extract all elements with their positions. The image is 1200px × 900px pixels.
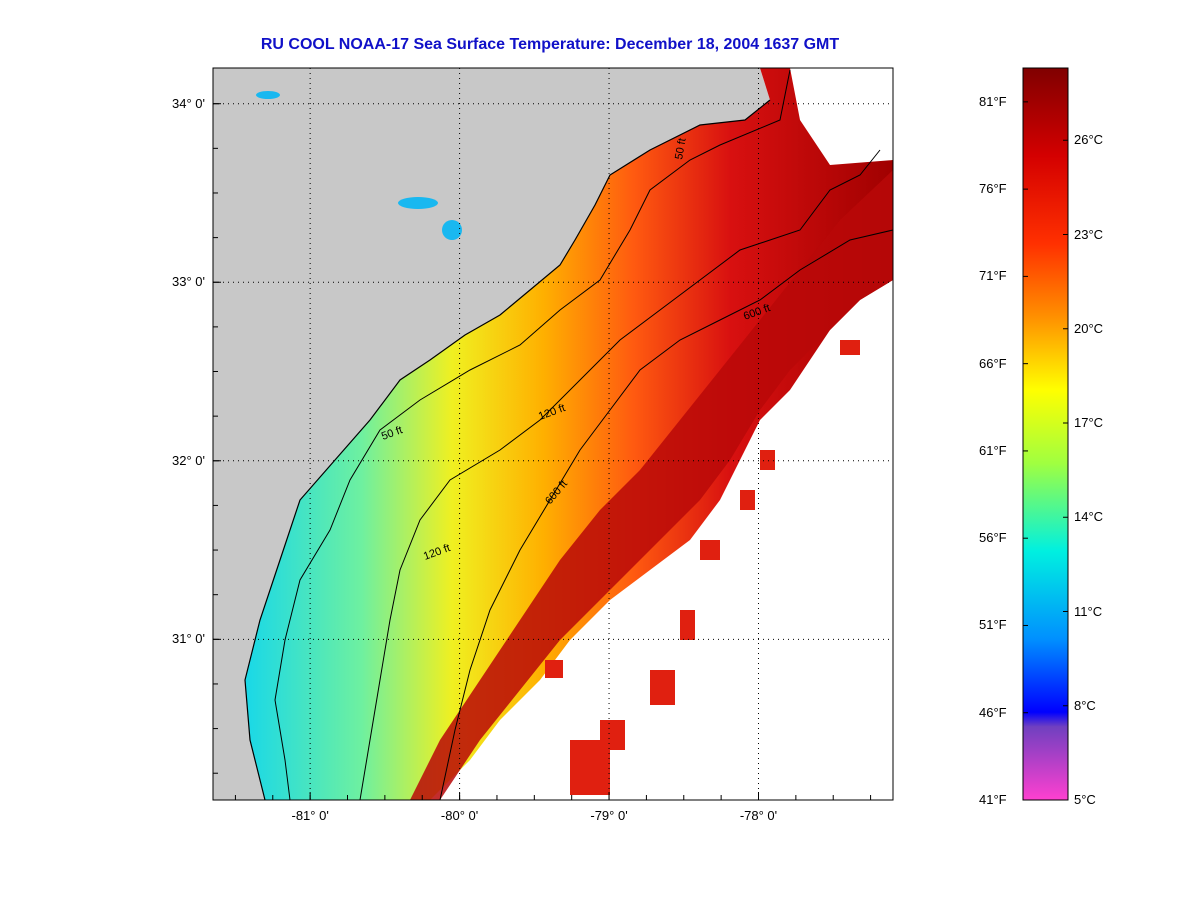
colorbar-ticks	[1023, 101, 1068, 801]
contour-120ft	[359, 149, 881, 800]
gulf-stream	[410, 170, 893, 800]
colorbar-f-label: 71°F	[979, 268, 1007, 284]
lon-label: -81° 0'	[291, 808, 329, 823]
colorbar-c-label: 17°C	[1074, 415, 1104, 430]
offshore-patches	[545, 340, 860, 795]
colorbar-c-label: 5°C	[1074, 792, 1096, 807]
colorbar-c-label: 26°C	[1074, 132, 1104, 148]
colorbar-c-label: 8°C	[1074, 697, 1096, 713]
depth-contours	[274, 69, 893, 800]
colorbar-f-label: 76°F	[979, 181, 1007, 197]
colorbar-f-label: 41°F	[979, 792, 1007, 807]
lat-label: 33° 0'	[172, 274, 205, 290]
colorbar-f-label: 81°F	[979, 93, 1007, 109]
colorbar-c-label: 20°C	[1074, 320, 1104, 336]
lat-label: 31° 0'	[172, 631, 205, 647]
lon-label: -80° 0'	[440, 808, 479, 823]
map-frame	[212, 67, 894, 801]
colorbar-f-label: 66°F	[979, 355, 1007, 371]
colorbar-f-label: 46°F	[979, 704, 1007, 720]
colorbar-f-label: 56°F	[979, 530, 1007, 546]
colorbar-f-label: 51°F	[979, 617, 1007, 633]
colorbar-c-label: 11°C	[1074, 603, 1103, 619]
sst-field	[245, 68, 893, 800]
map-title: RU COOL NOAA-17 Sea Surface Temperature:…	[260, 36, 840, 53]
map-grid	[213, 68, 893, 800]
axis-ticks	[213, 103, 872, 800]
contour-50ft	[274, 69, 791, 800]
lat-label: 32° 0'	[172, 452, 205, 468]
contour-600ft	[439, 229, 893, 800]
lat-label: 34° 0'	[172, 95, 205, 111]
land	[213, 68, 770, 800]
colorbar-c-label: 23°C	[1074, 226, 1104, 242]
colorbar-c-label: 14°C	[1074, 509, 1104, 525]
colorbar-f-label: 61°F	[979, 442, 1007, 458]
lon-label: -78° 0'	[739, 808, 778, 823]
coastline	[244, 99, 771, 800]
inland-lakes	[256, 91, 462, 240]
colorbar	[1022, 67, 1069, 801]
contour-label-50ft-a: 50 ft	[673, 137, 689, 160]
lon-label: -79° 0'	[590, 808, 628, 823]
